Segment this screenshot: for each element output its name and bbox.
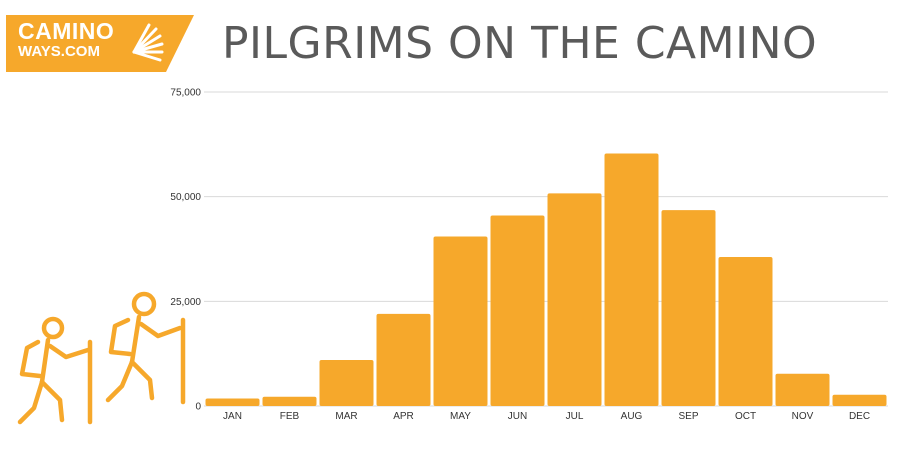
- x-tick-label: NOV: [792, 411, 814, 422]
- x-tick-label: SEP: [678, 411, 698, 422]
- bar-jan: [205, 398, 260, 406]
- bar-mar: [319, 359, 374, 406]
- hiker-right-icon: [105, 291, 186, 405]
- y-axis-ticks: 0 25,000 50,000 75,000: [170, 88, 201, 413]
- x-axis-ticks: JAN FEB MAR APR MAY JUN JUL AUG SEP OCT NOV DEC: [223, 411, 870, 422]
- x-tick-label: APR: [393, 411, 414, 422]
- logo-line-ways: WAYS.COM: [18, 43, 100, 60]
- x-tick-label: JUN: [508, 411, 527, 422]
- chart-grid: [204, 91, 888, 407]
- logo-wordmark: CAMINO WAYS.COM: [18, 18, 115, 60]
- bar-oct: [718, 256, 773, 406]
- bar-jun: [490, 215, 545, 406]
- x-tick-label: JUL: [566, 411, 584, 422]
- x-tick-label: JAN: [223, 411, 242, 422]
- bar-dec: [832, 394, 887, 406]
- x-tick-label: DEC: [849, 411, 870, 422]
- x-tick-label: AUG: [621, 411, 643, 422]
- x-tick-label: OCT: [735, 411, 756, 422]
- logo-line-camino: CAMINO: [18, 18, 115, 44]
- x-tick-label: MAR: [335, 411, 357, 422]
- scallop-shell-icon: [132, 23, 164, 62]
- hikers-icon: [17, 291, 186, 425]
- bar-sep: [661, 210, 716, 406]
- chart-bars: [205, 153, 887, 406]
- bar-aug: [604, 153, 659, 406]
- page-title: PILGRIMS ON THE CAMINO: [222, 18, 818, 69]
- x-tick-label: FEB: [280, 411, 300, 422]
- y-tick-label: 75,000: [170, 88, 201, 99]
- bar-nov: [775, 373, 830, 406]
- chart: 0 25,000 50,000 75,000 JAN FEB MAR APR MAY JUN JU…: [170, 88, 888, 422]
- hiker-left-icon: [17, 316, 93, 425]
- y-tick-label: 50,000: [170, 192, 201, 203]
- bar-apr: [376, 313, 431, 406]
- y-tick-label: 25,000: [170, 297, 201, 308]
- bar-feb: [262, 396, 317, 406]
- logo[interactable]: [6, 15, 194, 72]
- bar-may: [433, 236, 488, 406]
- x-tick-label: MAY: [450, 411, 471, 422]
- y-tick-label: 0: [195, 402, 201, 413]
- bar-jul: [547, 193, 602, 406]
